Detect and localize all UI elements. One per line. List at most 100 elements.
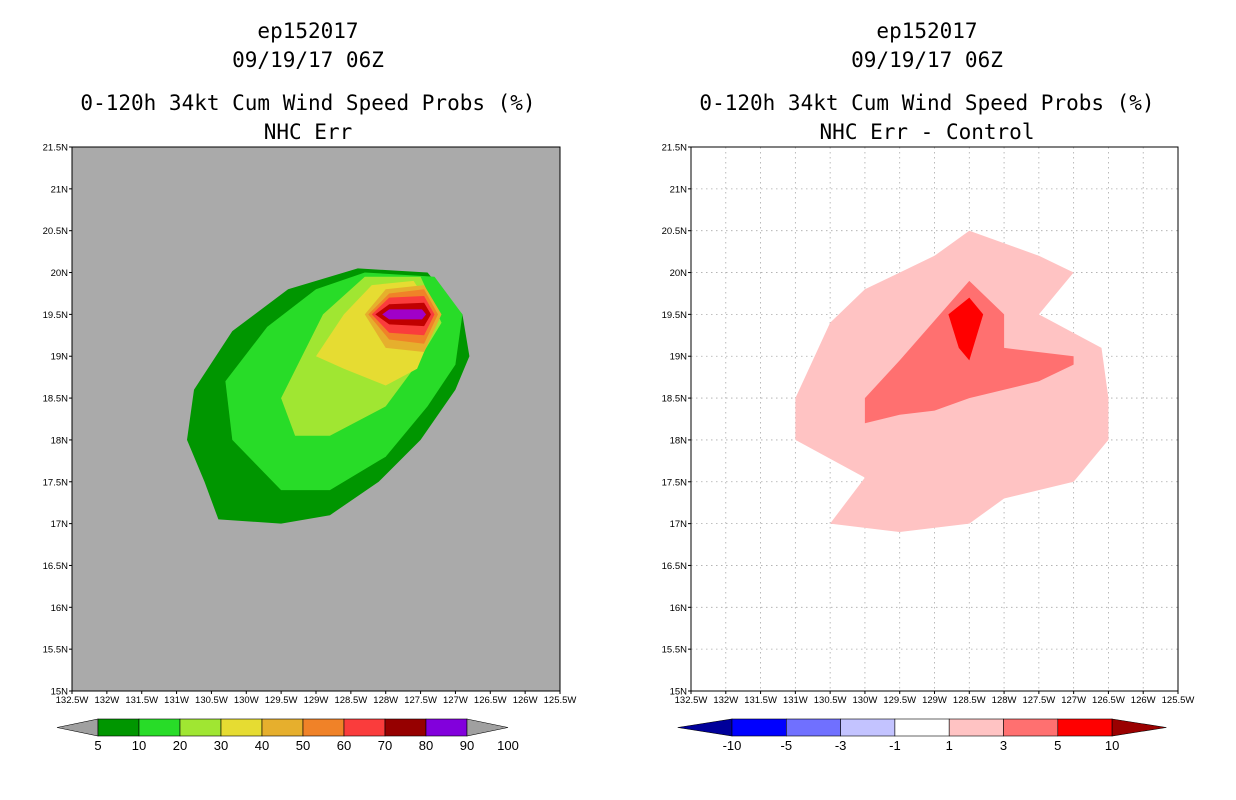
right-y-tick-label: 15N	[670, 687, 688, 698]
right-colorbar-swatch	[785, 718, 841, 737]
right-y-tick-label: 21N	[670, 184, 688, 195]
left-y-tick-label: 19N	[51, 352, 69, 363]
right-x-tick-label: 128.5W	[953, 695, 986, 706]
left-colorbar-swatch	[425, 718, 468, 737]
left-colorbar-swatch	[220, 718, 263, 737]
right-y-tick-label: 17.5N	[662, 477, 687, 488]
right-colorbar-label: 10	[1105, 738, 1119, 753]
left-colorbar-swatch	[302, 718, 345, 737]
right-colorbar-swatch	[1057, 718, 1113, 737]
left-colorbar-swatch	[97, 718, 140, 737]
left-x-tick-label: 130W	[234, 695, 259, 706]
right-y-tick-label: 21.5N	[662, 143, 687, 154]
left-colorbar: 5 10 20 30 40 50 60 70 80 90 100	[56, 718, 519, 753]
right-title: ep152017	[876, 19, 978, 43]
right-y-tick-label: 20.5N	[662, 226, 687, 237]
right-colorbar-label: 3	[1000, 738, 1007, 753]
right-y-tick-label: 19.5N	[662, 310, 687, 321]
right-colorbar-label: -10	[723, 738, 742, 753]
left-colorbar-swatch	[138, 718, 181, 737]
right-x-tick-label: 127.5W	[1022, 695, 1055, 706]
right-x-tick-label: 132W	[713, 695, 738, 706]
right-y-tick-label: 16N	[670, 603, 688, 614]
left-x-tick-label: 129.5W	[265, 695, 298, 706]
left-subtitle: 09/19/17 06Z	[232, 48, 384, 72]
left-x-tick-label: 131W	[164, 695, 189, 706]
left-x-tick-label: 127W	[443, 695, 468, 706]
right-colorbar: -10 -5 -3 -1 1 3 5 10	[677, 718, 1167, 753]
left-x-tick-label: 132.5W	[56, 695, 89, 706]
right-plot: 132.5W 132W 131.5W 131W 130.5W 130W 129.5W 129W…	[662, 143, 1195, 707]
right-colorbar-swatch	[840, 718, 896, 737]
left-x-tick-label: 126.5W	[474, 695, 507, 706]
left-colorbar-label: 80	[419, 738, 433, 753]
left-x-tick-label: 125.5W	[544, 695, 577, 706]
left-colorbar-label: 30	[214, 738, 228, 753]
left-colorbar-label: 90	[460, 738, 474, 753]
right-y-tick-label: 20N	[670, 268, 688, 279]
right-x-tick-label: 126W	[1131, 695, 1156, 706]
left-x-tick-label: 131.5W	[125, 695, 158, 706]
left-heading: 0-120h 34kt Cum Wind Speed Probs (%)	[80, 91, 536, 115]
left-plot: 132.5W 132W 131.5W 131W 130.5W 130W 129.5W 129W…	[43, 143, 577, 707]
left-y-tick-label: 20.5N	[43, 226, 68, 237]
right-y-tick-label: 18N	[670, 435, 688, 446]
right-y-tick-label: 15.5N	[662, 645, 687, 656]
right-x-tick-label: 129W	[922, 695, 947, 706]
right-x-tick-label: 130.5W	[814, 695, 847, 706]
right-y-tick-label: 19N	[670, 352, 688, 363]
right-subtitle: 09/19/17 06Z	[851, 48, 1003, 72]
right-x-tick-label: 125.5W	[1162, 695, 1195, 706]
right-colorbar-swatch	[1003, 718, 1059, 737]
right-x-tick-label: 129.5W	[883, 695, 916, 706]
right-x-tick-label: 130W	[853, 695, 878, 706]
left-title: ep152017	[257, 19, 359, 43]
left-y-tick-label: 16N	[51, 603, 69, 614]
left-colorbar-swatch	[384, 718, 427, 737]
left-colorbar-label: 70	[378, 738, 392, 753]
right-heading: 0-120h 34kt Cum Wind Speed Probs (%)	[699, 91, 1155, 115]
left-subheading: NHC Err	[263, 120, 353, 144]
left-y-tick-label: 17.5N	[43, 477, 68, 488]
right-x-tick-label: 126.5W	[1092, 695, 1125, 706]
left-colorbar-label: 10	[132, 738, 146, 753]
left-x-tick-label: 127.5W	[404, 695, 437, 706]
right-subheading: NHC Err - Control	[819, 120, 1035, 144]
left-colorbar-label: 60	[337, 738, 351, 753]
right-colorbar-extend-low	[677, 718, 733, 737]
right-colorbar-swatch	[894, 718, 950, 737]
right-colorbar-label: -1	[889, 738, 901, 753]
left-colorbar-label: 5	[94, 738, 101, 753]
right-colorbar-label: 5	[1054, 738, 1061, 753]
left-colorbar-extend-low	[56, 718, 99, 737]
left-colorbar-label: 100	[497, 738, 519, 753]
right-colorbar-label: 1	[946, 738, 953, 753]
left-x-tick-label: 126W	[513, 695, 538, 706]
left-colorbar-swatch	[179, 718, 222, 737]
left-colorbar-label: 40	[255, 738, 269, 753]
left-contour-80-90	[382, 309, 427, 320]
right-x-tick-label: 127W	[1061, 695, 1086, 706]
left-y-tick-label: 17N	[51, 519, 69, 530]
left-y-tick-label: 21N	[51, 184, 69, 195]
left-y-tick-label: 16.5N	[43, 561, 68, 572]
left-colorbar-label: 20	[173, 738, 187, 753]
right-colorbar-label: -3	[835, 738, 847, 753]
left-colorbar-swatch	[343, 718, 386, 737]
right-colorbar-extend-high	[1111, 718, 1167, 737]
left-y-tick-label: 20N	[51, 268, 69, 279]
left-y-tick-label: 21.5N	[43, 143, 68, 154]
right-colorbar-swatch	[948, 718, 1004, 737]
left-x-tick-label: 128W	[373, 695, 398, 706]
right-x-tick-label: 131W	[783, 695, 808, 706]
left-x-tick-label: 132W	[94, 695, 119, 706]
left-x-tick-label: 128.5W	[334, 695, 367, 706]
left-x-tick-label: 129W	[304, 695, 329, 706]
left-y-tick-label: 15.5N	[43, 645, 68, 656]
left-colorbar-swatch	[261, 718, 304, 737]
right-x-tick-label: 128W	[992, 695, 1017, 706]
right-y-tick-label: 17N	[670, 519, 688, 530]
right-y-tick-label: 16.5N	[662, 561, 687, 572]
left-x-tick-label: 130.5W	[195, 695, 228, 706]
